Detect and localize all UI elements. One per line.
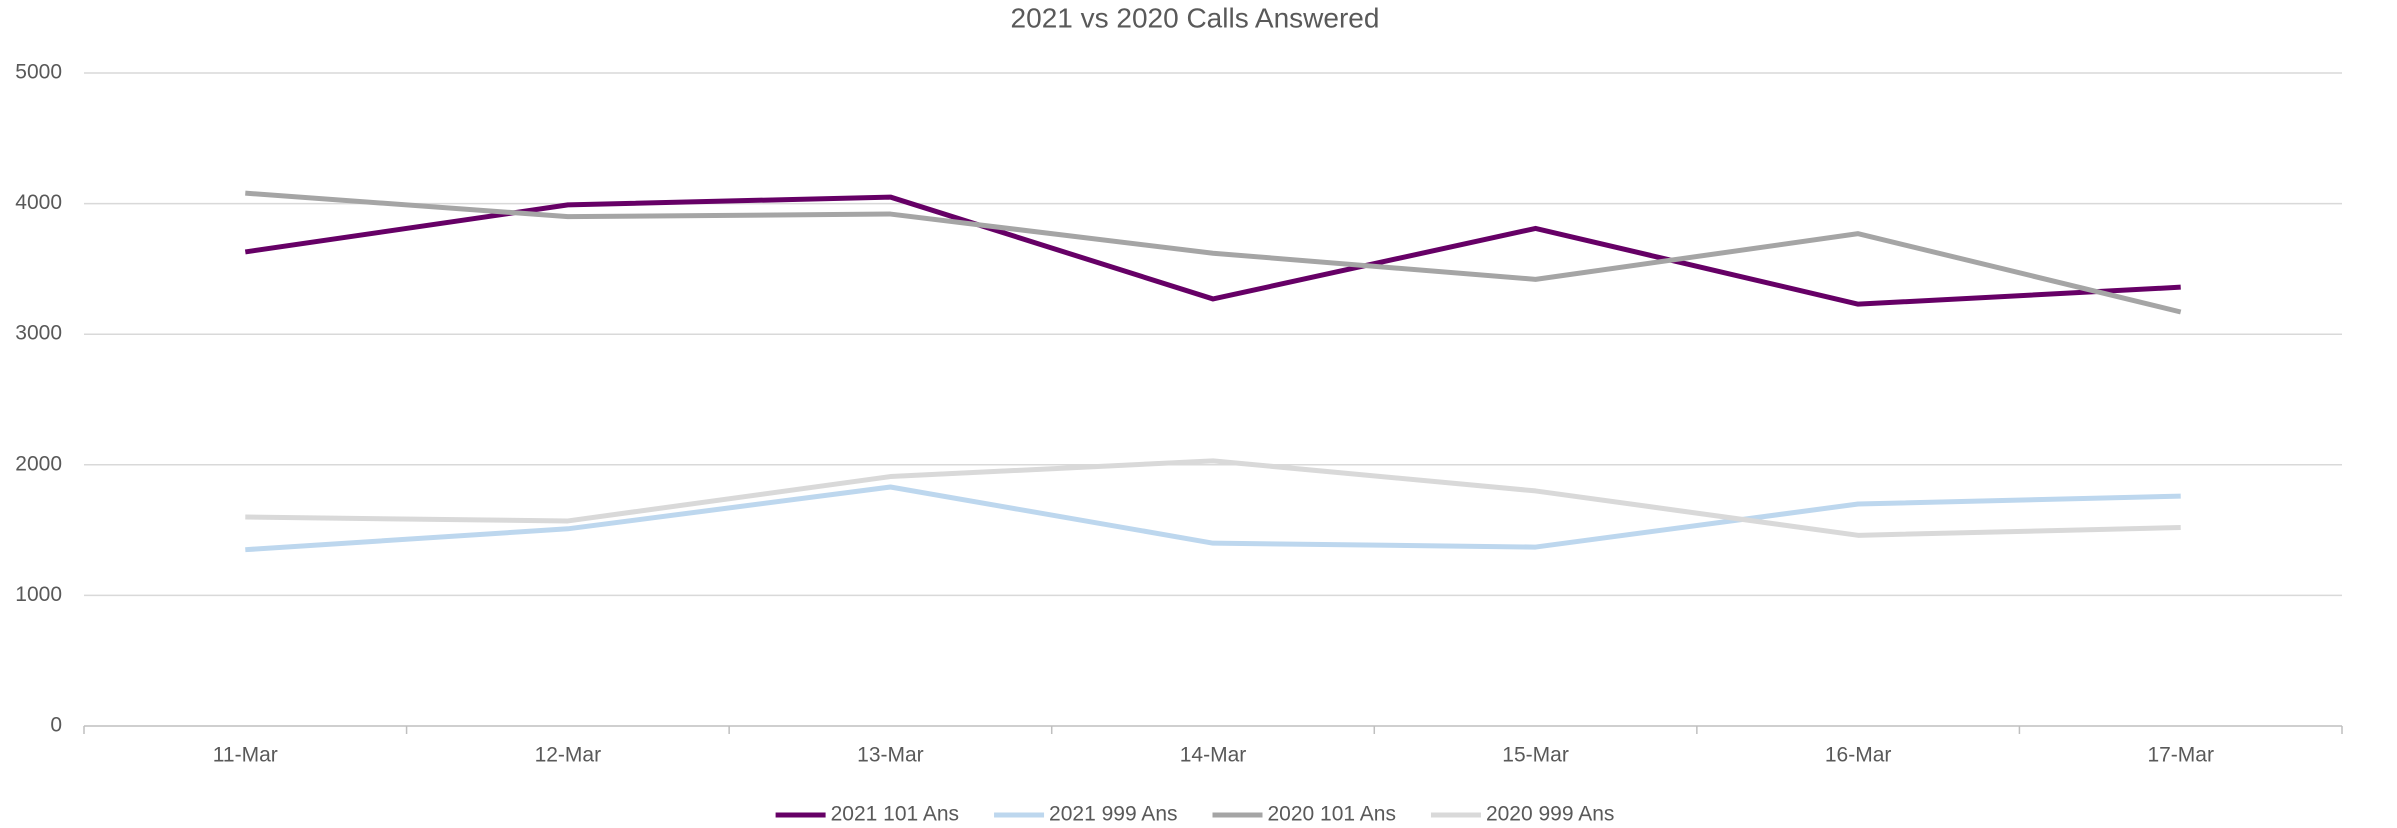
y-tick-label: 3000 xyxy=(15,322,62,345)
legend-label: 2020 101 Ans xyxy=(1268,803,1396,826)
series-line xyxy=(245,190,2182,315)
legend-label: 2021 999 Ans xyxy=(1049,803,1177,826)
chart-title: 2021 vs 2020 Calls Answered xyxy=(1011,2,1380,33)
y-tick-label: 5000 xyxy=(15,61,62,84)
x-tick-label: 13-Mar xyxy=(857,744,924,767)
series-line xyxy=(245,458,2181,538)
y-tick-label: 4000 xyxy=(15,191,62,214)
x-tick-label: 12-Mar xyxy=(535,744,602,767)
y-tick-label: 1000 xyxy=(15,583,62,606)
y-tick-label: 2000 xyxy=(15,452,62,475)
x-tick-label: 16-Mar xyxy=(1825,744,1892,767)
series-line xyxy=(245,484,2181,553)
x-tick-label: 14-Mar xyxy=(1180,744,1247,767)
x-tick-label: 15-Mar xyxy=(1502,744,1569,767)
legend-label: 2020 999 Ans xyxy=(1486,803,1614,826)
x-tick-label: 17-Mar xyxy=(2147,744,2214,767)
legend-label: 2021 101 Ans xyxy=(831,803,959,826)
x-tick-label: 11-Mar xyxy=(213,744,278,767)
series-line xyxy=(244,194,2181,307)
y-tick-label: 0 xyxy=(50,714,62,737)
